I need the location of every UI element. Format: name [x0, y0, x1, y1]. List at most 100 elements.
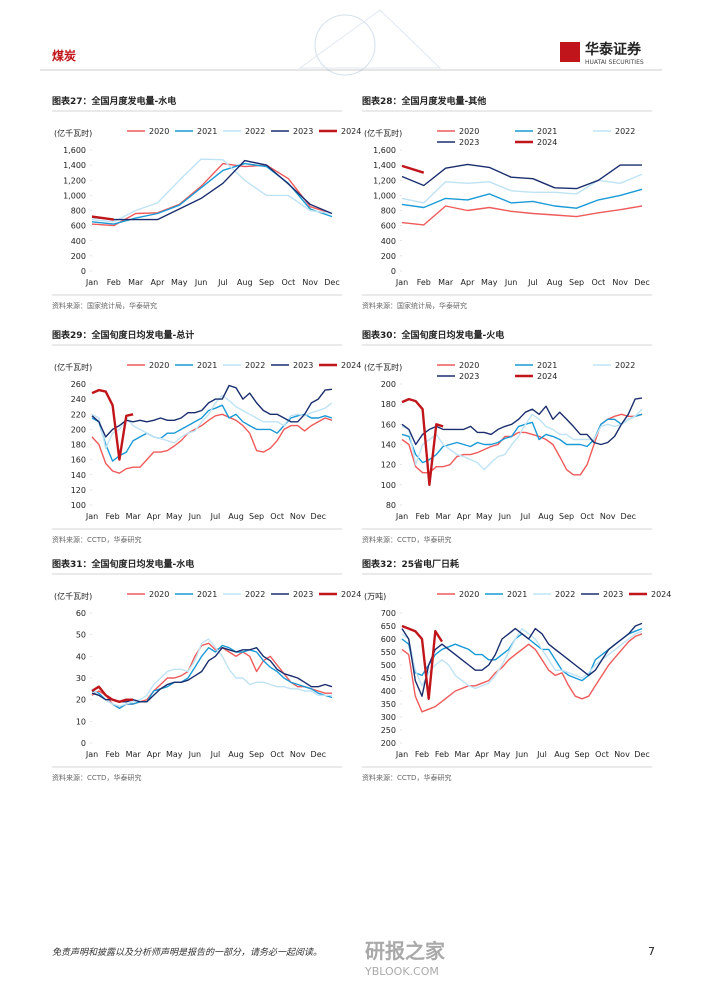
legend-label: 2023 — [293, 590, 313, 599]
x-tick-label: Jan — [85, 278, 98, 287]
legend-label: 2020 — [459, 590, 479, 599]
y-tick-label: 250 — [381, 726, 396, 735]
x-tick-label: Jul — [536, 750, 547, 759]
header-art — [298, 9, 442, 76]
x-tick-label: Jun — [188, 750, 202, 759]
series-line — [91, 159, 333, 221]
source: 资料来源：国家统计局，华泰研究 — [52, 301, 157, 310]
x-tick-label: Aug — [538, 512, 554, 521]
y-axis-unit: (亿千瓦时) — [364, 362, 402, 372]
source: 资料来源：CCTD，华泰研究 — [362, 773, 451, 782]
x-tick-label: Jun — [188, 512, 202, 521]
y-tick-label: 200 — [71, 425, 86, 434]
legend-label: 2021 — [507, 590, 527, 599]
x-tick-label: Oct — [281, 278, 295, 287]
series-line — [401, 622, 643, 697]
x-tick-label: Sep — [574, 750, 589, 759]
y-tick-label: 10 — [76, 717, 86, 726]
series-line — [401, 188, 643, 209]
series-line — [91, 404, 333, 462]
y-tick-label: 160 — [381, 420, 396, 429]
series-line — [91, 384, 333, 438]
series-line — [91, 162, 333, 227]
x-tick-label: Jul — [210, 750, 221, 759]
y-tick-label: 650 — [381, 622, 396, 631]
x-tick-label: Jan — [395, 750, 408, 759]
x-tick-label: Oct — [580, 512, 594, 521]
legend-label: 2024 — [537, 372, 557, 381]
x-tick-label: Dec — [634, 750, 649, 759]
y-tick-label: 120 — [381, 461, 396, 470]
y-tick-label: 100 — [71, 501, 86, 510]
legend-label: 2024 — [341, 361, 361, 370]
x-tick-label: Nov — [290, 750, 306, 759]
y-axis-unit: (亿千瓦时) — [364, 128, 402, 138]
y-tick-label: 220 — [71, 410, 86, 419]
chart-title: 图表30：全国旬度日均发电量-火电 — [362, 329, 504, 341]
x-tick-label: Jul — [210, 512, 221, 521]
y-tick-label: 550 — [381, 648, 396, 657]
y-tick-label: 260 — [71, 380, 86, 389]
x-tick-label: Jul — [527, 278, 538, 287]
logo-icon — [560, 42, 580, 62]
y-tick-label: 200 — [381, 252, 396, 261]
legend-label: 2023 — [293, 127, 313, 136]
x-tick-label: Apr — [457, 512, 472, 521]
y-tick-label: 1,000 — [373, 191, 396, 200]
legend-label: 2022 — [245, 590, 265, 599]
x-tick-label: Sep — [559, 512, 574, 521]
y-tick-label: 300 — [381, 713, 396, 722]
y-tick-label: 0 — [81, 267, 86, 276]
x-tick-label: Aug — [547, 278, 563, 287]
series-line — [91, 647, 333, 703]
watermark-url: YBLOOK.COM — [364, 965, 439, 978]
source: 资料来源：CCTD，华泰研究 — [52, 535, 141, 544]
y-tick-label: 1,600 — [63, 146, 86, 155]
x-tick-label: Aug — [554, 750, 570, 759]
x-tick-label: Jun — [515, 750, 529, 759]
x-tick-label: Dec — [311, 512, 326, 521]
x-tick-label: Sep — [569, 278, 584, 287]
y-axis-unit: (亿千瓦时) — [54, 362, 92, 372]
x-tick-label: Apr — [147, 750, 162, 759]
legend-label: 2023 — [603, 590, 623, 599]
series-line — [401, 397, 444, 486]
y-tick-label: 60 — [76, 609, 86, 618]
x-tick-label: Jul — [217, 278, 228, 287]
series-line — [401, 164, 425, 174]
legend-label: 2021 — [197, 127, 217, 136]
x-tick-label: Aug — [228, 750, 244, 759]
x-tick-label: Apr — [147, 512, 162, 521]
disclaimer: 免责声明和披露以及分析师声明是报告的一部分，请务必一起阅读。 — [52, 947, 322, 958]
y-tick-label: 0 — [391, 267, 396, 276]
y-tick-label: 1,000 — [63, 191, 86, 200]
y-tick-label: 450 — [381, 674, 396, 683]
x-tick-label: Sep — [249, 512, 264, 521]
x-tick-label: May — [166, 512, 183, 521]
x-tick-label: Mar — [126, 512, 142, 521]
x-tick-label: Jun — [194, 278, 208, 287]
x-tick-label: Feb — [105, 512, 119, 521]
sector: 煤炭 — [52, 48, 76, 63]
legend-label: 2022 — [245, 361, 265, 370]
y-tick-label: 400 — [381, 687, 396, 696]
y-tick-label: 180 — [71, 441, 86, 450]
series-line — [91, 638, 332, 707]
x-tick-label: Dec — [311, 750, 326, 759]
x-tick-label: Feb — [105, 750, 119, 759]
x-tick-label: May — [476, 512, 493, 521]
legend-label: 2024 — [537, 138, 557, 147]
y-tick-label: 1,400 — [63, 161, 86, 170]
x-tick-label: Jun — [504, 278, 518, 287]
y-tick-label: 600 — [381, 635, 396, 644]
chart-title: 图表31：全国旬度日均发电量-水电 — [52, 558, 194, 570]
series-line — [91, 394, 333, 449]
series-line — [401, 624, 444, 700]
x-tick-label: Mar — [436, 512, 452, 521]
x-tick-label: Aug — [237, 278, 253, 287]
x-tick-label: Nov — [302, 278, 318, 287]
y-tick-label: 350 — [381, 700, 396, 709]
series-line — [401, 413, 643, 464]
